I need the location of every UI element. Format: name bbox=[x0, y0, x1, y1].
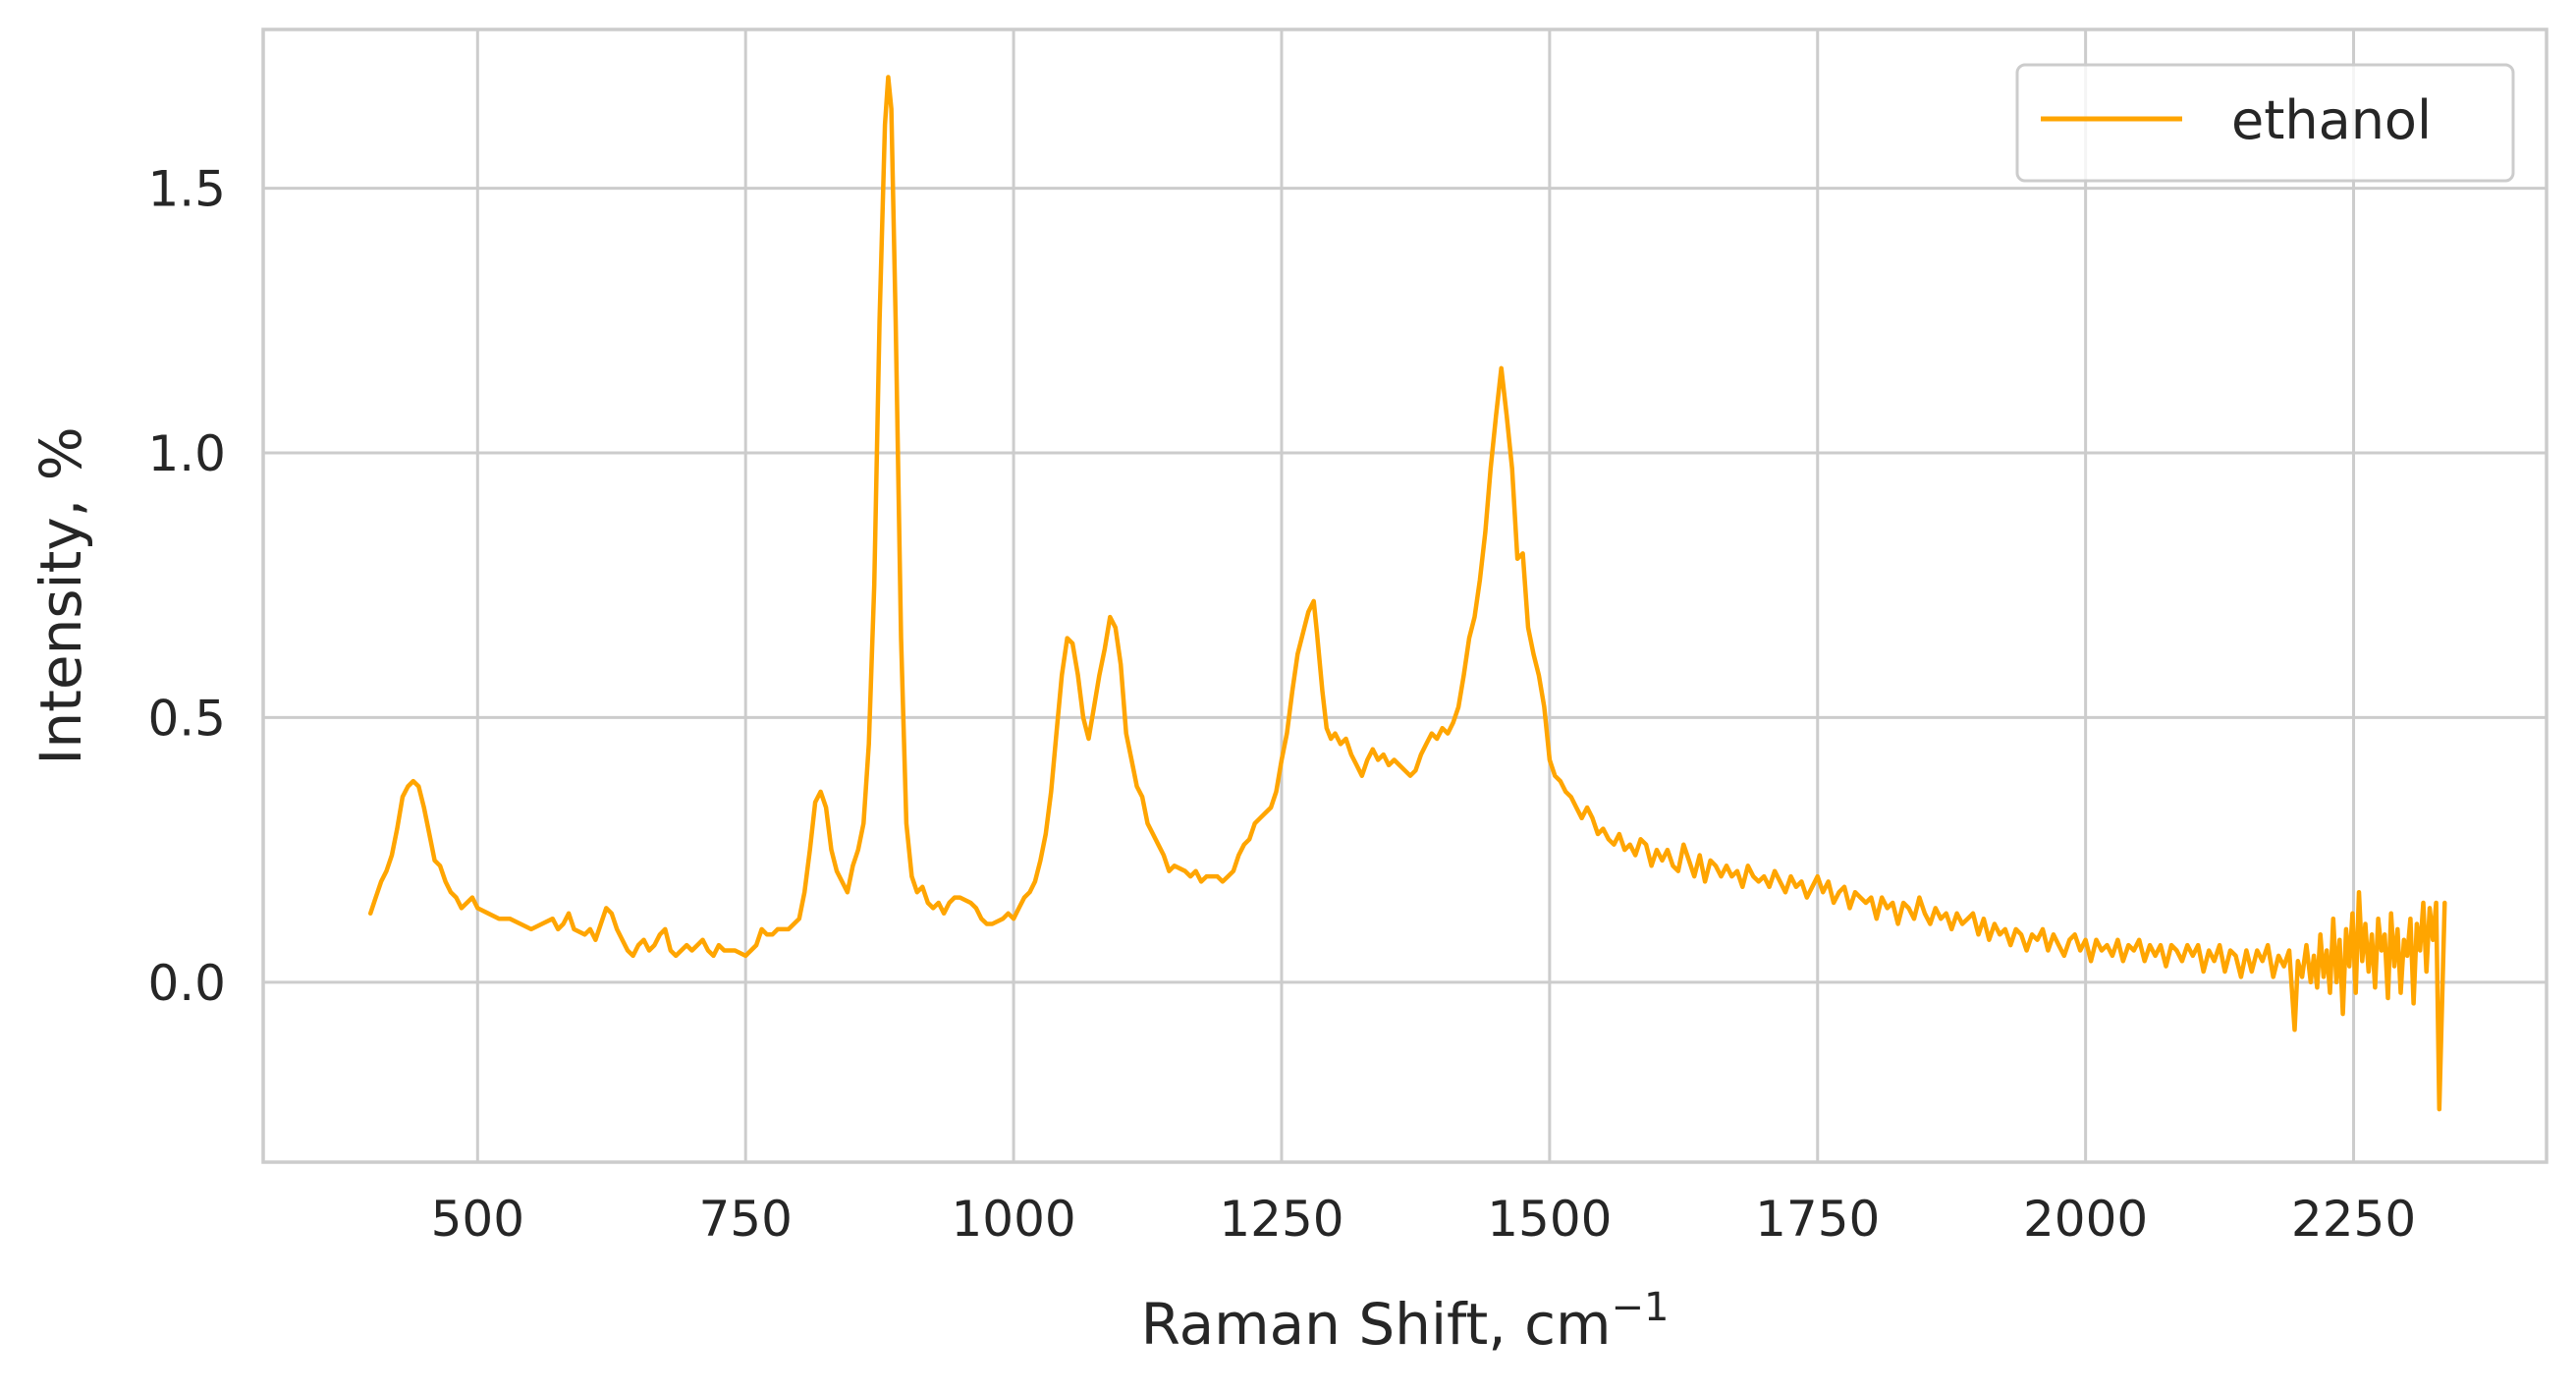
x-tick-label: 750 bbox=[698, 1191, 792, 1248]
x-tick-label: 2250 bbox=[2291, 1191, 2416, 1248]
y-tick-label: 0.5 bbox=[147, 690, 226, 747]
y-tick-label: 1.0 bbox=[147, 425, 226, 482]
plot-frame bbox=[261, 28, 2549, 1164]
grid bbox=[263, 29, 2547, 1162]
x-axis-label: Raman Shift, cm−1 bbox=[1141, 1285, 1670, 1358]
x-axis-label-main: Raman Shift, cm bbox=[1141, 1291, 1612, 1358]
x-tick-labels: 500 750 1000 1250 1500 1750 2000 2250 bbox=[431, 1191, 2417, 1248]
x-tick-label: 1000 bbox=[951, 1191, 1075, 1248]
x-tick-label: 1750 bbox=[1755, 1191, 1880, 1248]
series-layer bbox=[367, 75, 2447, 1112]
x-axis-label-superscript: −1 bbox=[1611, 1285, 1669, 1330]
x-tick-label: 1250 bbox=[1219, 1191, 1343, 1248]
x-tick-label: 2000 bbox=[2023, 1191, 2148, 1248]
y-tick-label: 0.0 bbox=[147, 955, 226, 1012]
series-line-ethanol bbox=[367, 75, 2447, 1112]
y-tick-labels: 0.0 0.5 1.0 1.5 bbox=[147, 161, 226, 1012]
legend-label-ethanol: ethanol bbox=[2231, 89, 2432, 151]
legend: ethanol bbox=[2015, 63, 2515, 183]
y-axis-label: Intensity, % bbox=[27, 426, 94, 764]
x-tick-label: 500 bbox=[431, 1191, 524, 1248]
x-tick-label: 1500 bbox=[1487, 1191, 1612, 1248]
legend-box bbox=[2015, 63, 2515, 183]
y-tick-label: 1.5 bbox=[147, 161, 226, 218]
